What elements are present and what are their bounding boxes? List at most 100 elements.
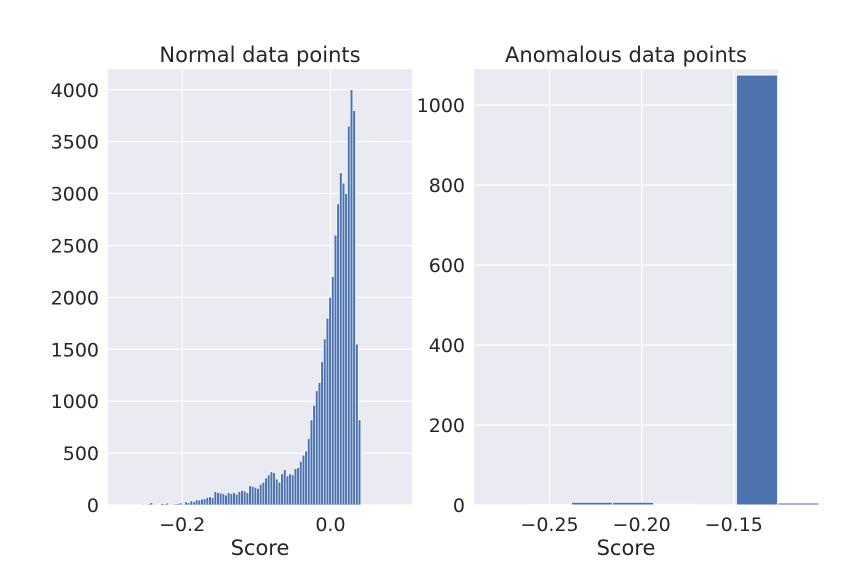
x-axis-label-anomalous: Score (597, 536, 656, 560)
chart-title-normal: Normal data points (159, 43, 360, 67)
histogram-bar (187, 502, 191, 506)
histogram-bar (291, 474, 295, 506)
histogram-bar (735, 74, 779, 506)
histogram-bar (352, 110, 356, 506)
histogram-bar (653, 503, 696, 506)
x-tick-label: −0.25 (520, 514, 578, 536)
histogram-bar (146, 503, 151, 506)
histogram-bar (307, 438, 311, 506)
chart-title-anomalous: Anomalous data points (505, 43, 747, 67)
histogram-bar (248, 485, 252, 506)
x-ticks-anomalous: −0.25 −0.20 −0.15 (520, 514, 762, 536)
histogram-bar (293, 468, 298, 506)
histogram-bar (184, 501, 188, 506)
histogram-bar (259, 483, 263, 506)
histogram-bar (203, 498, 207, 506)
y-tick-label: 200 (429, 415, 465, 437)
histogram-bar (312, 405, 316, 506)
histogram-bar (253, 487, 258, 506)
plot-area-normal (108, 69, 412, 505)
histogram-bar (219, 492, 223, 506)
x-tick-label: 0.0 (315, 514, 345, 536)
histogram-bar (149, 502, 153, 506)
histogram-bar (205, 497, 209, 506)
y-tick-label: 600 (429, 255, 465, 277)
histogram-bar (245, 492, 250, 506)
histogram-bar (173, 503, 177, 506)
histogram-bar (232, 492, 236, 506)
histogram-bar (189, 500, 193, 506)
histogram-bar (336, 203, 340, 506)
histogram-bar (275, 478, 279, 506)
histogram-bar (155, 504, 159, 506)
histogram-bar (267, 474, 271, 506)
x-ticks-normal: −0.2 0.0 (159, 514, 345, 536)
histogram-bar (288, 473, 292, 506)
histogram-bar (213, 491, 217, 506)
histogram-bar (195, 499, 199, 506)
x-axis-label-normal: Score (231, 536, 290, 560)
x-tick-label: −0.20 (613, 514, 671, 536)
histogram-bar (229, 493, 234, 506)
histogram-bar (339, 172, 343, 506)
histogram-bar (299, 461, 303, 506)
y-tick-label: 1000 (51, 391, 99, 413)
histogram-bar (168, 504, 172, 506)
histogram-bar (777, 502, 820, 506)
histogram-bar (347, 125, 351, 506)
histogram-bar (171, 503, 175, 506)
y-tick-label: 1500 (51, 339, 99, 361)
histogram-bar (333, 234, 338, 506)
histogram-bar (357, 419, 362, 506)
y-ticks-anomalous: 0 200 400 600 800 1000 (417, 95, 465, 517)
histogram-bar (192, 501, 196, 506)
histogram-bar (309, 419, 314, 506)
histogram-bar (243, 490, 247, 506)
histogram-bar (344, 193, 348, 506)
histogram-bar (570, 501, 614, 506)
histogram-bar (355, 343, 359, 506)
histogram-bar (224, 494, 228, 506)
histogram-bar (261, 481, 266, 506)
y-tick-label: 2500 (51, 235, 99, 257)
y-tick-label: 0 (87, 495, 99, 517)
y-tick-label: 3500 (51, 132, 99, 154)
histogram-bar (328, 297, 332, 506)
y-tick-label: 1000 (417, 95, 465, 117)
histogram-bar (179, 502, 183, 506)
x-tick-label: −0.15 (705, 514, 763, 536)
histogram-bar (240, 490, 244, 506)
y-tick-label: 3000 (51, 184, 99, 206)
bars-normal (133, 89, 362, 506)
y-ticks-normal: 0 500 1000 1500 2000 2500 3000 3500 4000 (51, 80, 99, 517)
histogram-bar (141, 503, 145, 506)
histogram-bar (197, 499, 201, 506)
histogram-bar (341, 182, 346, 506)
histogram-bar (221, 493, 226, 506)
histogram-bar (256, 488, 260, 506)
histogram-bar (612, 501, 655, 506)
x-tick-label: −0.2 (159, 514, 205, 536)
histogram-bar (269, 471, 274, 506)
y-tick-label: 800 (429, 175, 465, 197)
normal-histogram-panel: 0 500 1000 1500 2000 2500 3000 3500 4000 −0.2 0.0… (51, 43, 412, 560)
histogram-bar (235, 493, 239, 506)
histogram-bar (349, 89, 354, 506)
bars-anomalous (529, 74, 820, 506)
histogram-bar (317, 382, 322, 506)
histogram-bar (323, 338, 327, 506)
histogram-bar (283, 469, 287, 506)
histogram-bar (227, 492, 231, 506)
histogram-bar (285, 475, 290, 506)
y-tick-label: 2000 (51, 287, 99, 309)
histogram-bar (144, 504, 148, 506)
histogram-bar (315, 390, 319, 506)
histogram-bar (237, 491, 242, 506)
histogram-bar (216, 492, 220, 506)
histogram-bar (138, 504, 143, 506)
histogram-bar (176, 503, 180, 506)
histogram-bar (277, 481, 282, 506)
histogram-bar (211, 497, 215, 506)
y-tick-label: 400 (429, 335, 465, 357)
